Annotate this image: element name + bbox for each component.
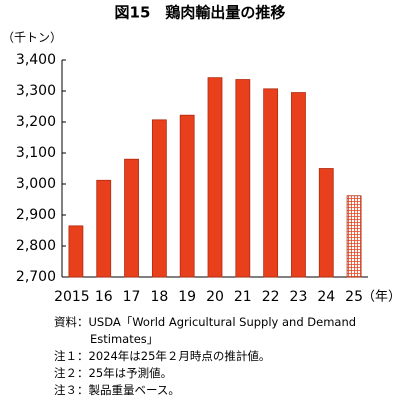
x-tick-label: 18 <box>150 289 168 305</box>
note: 注２：25年は予測値。 <box>54 366 173 380</box>
x-tick-label: 22 <box>262 289 280 305</box>
note: Estimates」 <box>90 332 159 346</box>
x-tick-label: 23 <box>290 289 308 305</box>
note: 資料：USDA「World Agricultural Supply and De… <box>54 315 357 329</box>
bar <box>235 79 251 278</box>
x-tick-label: 24 <box>317 289 335 305</box>
note: 注３：製品重量ベース。 <box>54 383 180 397</box>
y-tick-label: 2,900 <box>16 207 56 223</box>
x-tick-label: 16 <box>95 289 113 305</box>
x-tick-label: 19 <box>178 289 196 305</box>
bar <box>318 168 334 278</box>
x-tick-label: 2015 <box>54 289 90 305</box>
y-unit: （千トン） <box>2 31 62 45</box>
y-tick-label: 3,200 <box>16 114 56 130</box>
x-tick-label: 21 <box>234 289 252 305</box>
bar <box>346 195 362 278</box>
y-tick-label: 3,300 <box>16 83 56 99</box>
y-tick-label: 3,000 <box>16 176 56 192</box>
bar <box>151 119 167 278</box>
y-tick-label: 2,700 <box>16 269 56 285</box>
bar <box>124 158 139 278</box>
bar <box>179 114 195 278</box>
bar <box>207 77 223 278</box>
x-tick-label: 17 <box>123 289 141 305</box>
y-tick-label: 2,800 <box>16 238 56 254</box>
x-tick-label: 20 <box>206 289 224 305</box>
bar <box>291 92 306 278</box>
chart-title: 図15 鶏肉輸出量の推移 <box>115 4 286 22</box>
notes: 資料：USDA「World Agricultural Supply and De… <box>54 314 398 399</box>
x-tick-label: 25 <box>345 289 363 305</box>
y-tick-label: 3,400 <box>16 52 56 68</box>
x-unit: （年） <box>362 290 400 305</box>
bar <box>263 88 279 278</box>
y-tick-label: 3,100 <box>16 145 56 161</box>
bar <box>68 225 84 278</box>
chart: 図15 鶏肉輸出量の推移 （千トン） （年） 2,700 2,800 2,900 3,… <box>2 4 400 306</box>
bar <box>96 179 112 278</box>
note: 注１：2024年は25年２月時点の推計値。 <box>54 349 271 363</box>
